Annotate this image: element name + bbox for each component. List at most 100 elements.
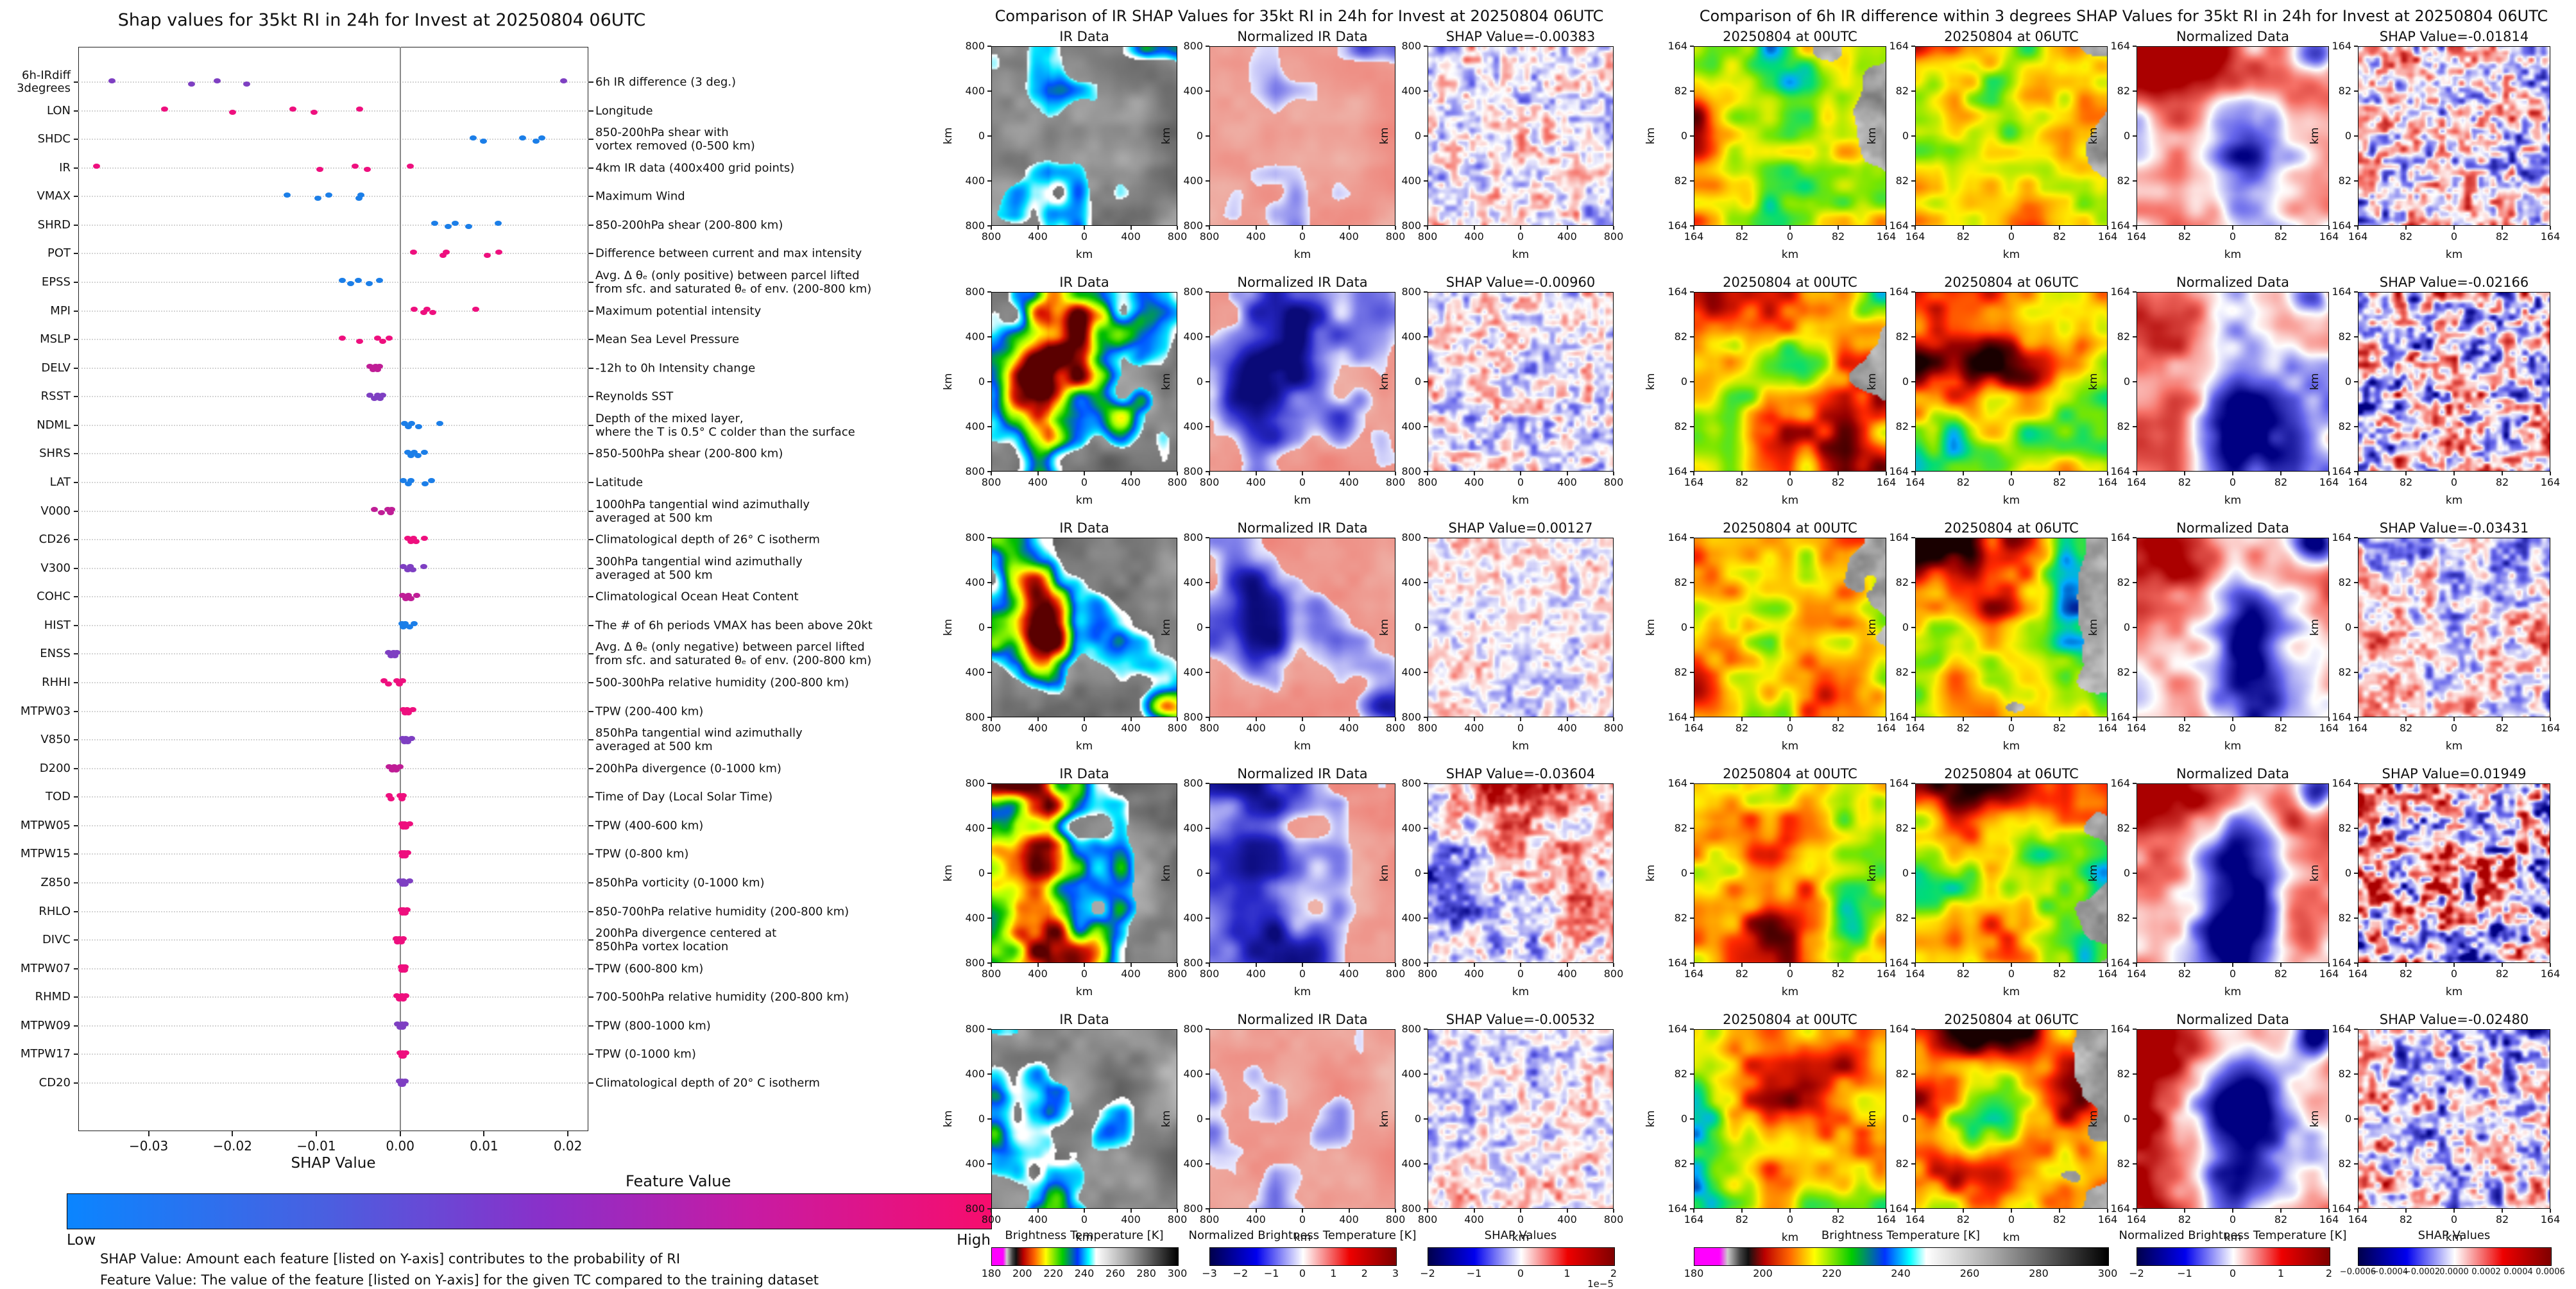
colorbar-tick-label: 0.0002 [2471,1267,2501,1277]
map-xtick-label: 0 [1517,476,1524,488]
map-ytick-label: 82 [1674,576,1687,588]
feature-desc-RHHI: 500-300hPa relative humidity (200-800 km… [595,676,849,690]
feature-desc-CD20: Climatological depth of 20° C isotherm [595,1076,820,1090]
map-xtick [1741,717,1743,721]
map-ytick-label: 0 [1414,1112,1421,1125]
shap-dot-IR [351,164,359,169]
irdiff-panel-map-image [2358,46,2550,226]
map-xtick [1177,717,1178,721]
map-ytick [1911,1073,1915,1075]
map-ytick [1690,537,1694,538]
map-ytick-label: 800 [1401,956,1421,969]
feature-desc-RHMD: 700-500hPa relative humidity (200-800 km… [595,990,849,1004]
map-xtick-label: 0 [2008,1213,2015,1225]
map-xtick-label: 400 [1121,230,1141,243]
map-xtick [1209,1209,1210,1213]
map-ytick [1206,381,1209,382]
map-xlabel-km: km [2445,986,2463,998]
map-xlabel-km: km [2445,1231,2463,1244]
shap-dot-POT [484,252,491,258]
shap-dot-D200 [386,764,393,770]
grid-line [78,653,588,655]
map-ytick [2133,135,2137,137]
map-ytick [1911,225,1915,226]
map-xtick [1789,226,1791,230]
map-xtick [2357,717,2358,721]
map-xtick-label: 82 [1956,230,1970,243]
map-ytick [2354,1029,2358,1030]
feature-desc-V850: 850hPa tangential wind azimuthally avera… [595,726,803,754]
ir-comparison-title: Comparison of IR SHAP Values for 35kt RI… [994,7,1604,25]
map-xtick-label: 0 [1786,1213,1794,1225]
shap-dot-LAT [422,481,429,487]
map-ytick [2354,336,2358,337]
shap-dot-6h-IRdiff [560,78,568,83]
desc-tick [588,796,593,798]
shap-dot-SHRD [431,221,438,226]
desc-tick [588,510,593,512]
map-xlabel-km: km [2002,248,2020,261]
map-xtick [1209,472,1210,475]
map-ytick [2354,1073,2358,1075]
map-ytick [987,537,991,538]
y-tick [74,710,78,712]
map-xtick [1741,1209,1743,1213]
map-xtick [1789,717,1791,721]
map-ytick [1424,717,1428,718]
map-ytick-label: 82 [2117,1067,2130,1080]
map-xtick [2136,226,2137,230]
irdiff-panel-colorbar-title: SHAP Values [2418,1229,2491,1242]
map-xtick [1613,226,1614,230]
map-ytick-label: 400 [1401,665,1421,678]
map-xtick [1838,1209,1839,1213]
grid-line [78,882,588,884]
map-xtick [1789,472,1791,475]
ir-panel-map-canvas [1210,538,1395,717]
map-xtick-label: 400 [1339,230,1359,243]
map-xtick-label: 400 [1028,1213,1048,1225]
irdiff-panel-map-canvas [2358,784,2550,962]
map-xtick [2184,717,2185,721]
shap-dot-V300 [406,564,414,570]
map-xtick-label: 400 [1339,722,1359,734]
map-ytick-label: 0 [1196,129,1203,142]
map-ytick [1911,962,1915,964]
map-ytick-label: 164 [2332,1202,2351,1215]
feature-label-CD20: CD20 [38,1075,71,1089]
map-ylabel-km: km [1866,864,1879,882]
map-xtick [1084,472,1085,475]
map-ytick-label: 82 [2338,665,2351,678]
map-xtick-label: 800 [1417,1213,1438,1225]
map-xtick-label: 164 [2348,1213,2368,1225]
map-xtick-label: 164 [2348,476,2368,488]
map-xtick [2059,472,2060,475]
map-ytick [2133,336,2137,337]
grid-line [78,853,588,855]
map-ytick [987,135,991,137]
map-xtick-label: 82 [1831,476,1845,488]
map-ytick [2133,672,2137,673]
map-xtick [991,226,992,230]
map-ylabel-km: km [1866,373,1879,390]
ir-panel-map-canvas [1428,47,1613,225]
map-ytick-label: 164 [1668,1202,1687,1215]
map-ytick-label: 800 [1183,1022,1203,1035]
map-ytick [2354,90,2358,92]
map-ytick-label: 400 [965,1067,985,1080]
shap-dot-EPSS [354,278,362,284]
map-ytick-label: 400 [965,911,985,924]
map-ytick [2354,783,2358,784]
map-xtick-label: 800 [1167,230,1188,243]
map-xtick [2328,472,2330,475]
ir-panel-map-title: Normalized IR Data [1237,29,1368,44]
map-ytick-label: 82 [2117,420,2130,432]
shap-dot-COHC [399,592,407,598]
map-xtick-label: 82 [1735,722,1749,734]
feature-desc-MTPW17: TPW (0-1000 km) [595,1047,696,1061]
map-ytick [987,717,991,718]
map-ytick-label: 0 [1680,866,1687,879]
map-ytick-label: 164 [2110,219,2130,232]
map-ytick [1206,1118,1209,1120]
map-xtick [1302,717,1303,721]
map-xtick-label: 82 [2495,1213,2509,1225]
